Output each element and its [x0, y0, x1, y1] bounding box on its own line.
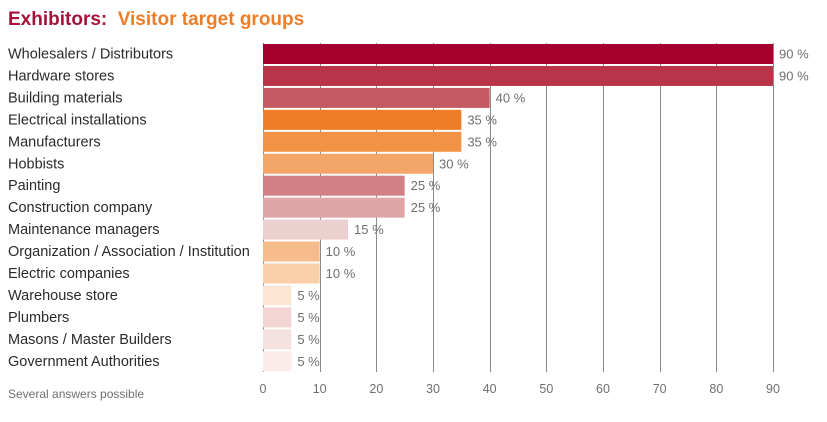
bar	[263, 285, 292, 306]
bar	[263, 109, 462, 130]
bar	[263, 153, 433, 174]
value-label: 10 %	[326, 266, 356, 281]
category-label: Government Authorities	[8, 354, 160, 370]
x-tick-label: 80	[709, 382, 723, 396]
category-label: Plumbers	[8, 310, 69, 326]
bar	[263, 87, 490, 108]
x-tick-label: 90	[766, 382, 780, 396]
label-layer: Wholesalers / Distributors 90 % Hardware s…	[8, 47, 809, 370]
category-label: Painting	[8, 178, 60, 194]
category-label: Organization / Association / Institution	[8, 244, 250, 260]
bar	[263, 44, 773, 64]
value-label: 90 %	[779, 68, 809, 83]
value-label: 30 %	[439, 156, 469, 171]
category-label: Construction company	[8, 200, 153, 216]
category-label: Wholesalers / Distributors	[8, 47, 173, 63]
category-label: Warehouse store	[8, 288, 118, 304]
bar	[263, 241, 320, 262]
bar	[263, 351, 292, 372]
value-label: 35 %	[467, 134, 497, 149]
x-tick-label: 70	[653, 382, 667, 396]
value-label: 35 %	[467, 112, 497, 127]
value-label: 10 %	[326, 244, 356, 259]
bar-layer	[263, 44, 773, 372]
category-label: Maintenance managers	[8, 222, 160, 238]
x-tick-label: 30	[426, 382, 440, 396]
value-label: 90 %	[779, 47, 809, 62]
chart-title: Visitor target groups	[118, 9, 305, 30]
category-label: Hobbists	[8, 156, 64, 172]
value-label: 5 %	[297, 332, 320, 347]
category-label: Electric companies	[8, 266, 130, 282]
x-tick-label: 50	[539, 382, 553, 396]
value-label: 5 %	[297, 310, 320, 325]
x-tick-label: 0	[260, 382, 267, 396]
bar	[263, 175, 405, 196]
chart-title-line: Exhibitors: Visitor target groups	[8, 9, 304, 30]
category-label: Masons / Master Builders	[8, 332, 172, 348]
bar	[263, 219, 348, 240]
value-label: 5 %	[297, 288, 320, 303]
value-label: 5 %	[297, 354, 320, 369]
tick-layer: 0 10 20 30 40 50 60 70 80 90	[260, 382, 780, 396]
x-tick-label: 40	[483, 382, 497, 396]
bar	[263, 307, 292, 328]
category-label: Building materials	[8, 90, 122, 106]
category-label: Manufacturers	[8, 134, 101, 150]
footnote: Several answers possible	[8, 387, 144, 401]
value-label: 40 %	[496, 90, 526, 105]
chart-title-prefix: Exhibitors:	[8, 9, 107, 30]
x-tick-label: 60	[596, 382, 610, 396]
bar	[263, 197, 405, 218]
x-tick-label: 20	[369, 382, 383, 396]
bar	[263, 131, 462, 152]
x-tick-label: 10	[313, 382, 327, 396]
bar	[263, 329, 292, 350]
category-label: Electrical installations	[8, 112, 147, 128]
value-label: 25 %	[411, 200, 441, 215]
category-label: Hardware stores	[8, 68, 114, 84]
value-label: 15 %	[354, 222, 384, 237]
bar	[263, 65, 773, 86]
bar	[263, 263, 320, 284]
value-label: 25 %	[411, 178, 441, 193]
